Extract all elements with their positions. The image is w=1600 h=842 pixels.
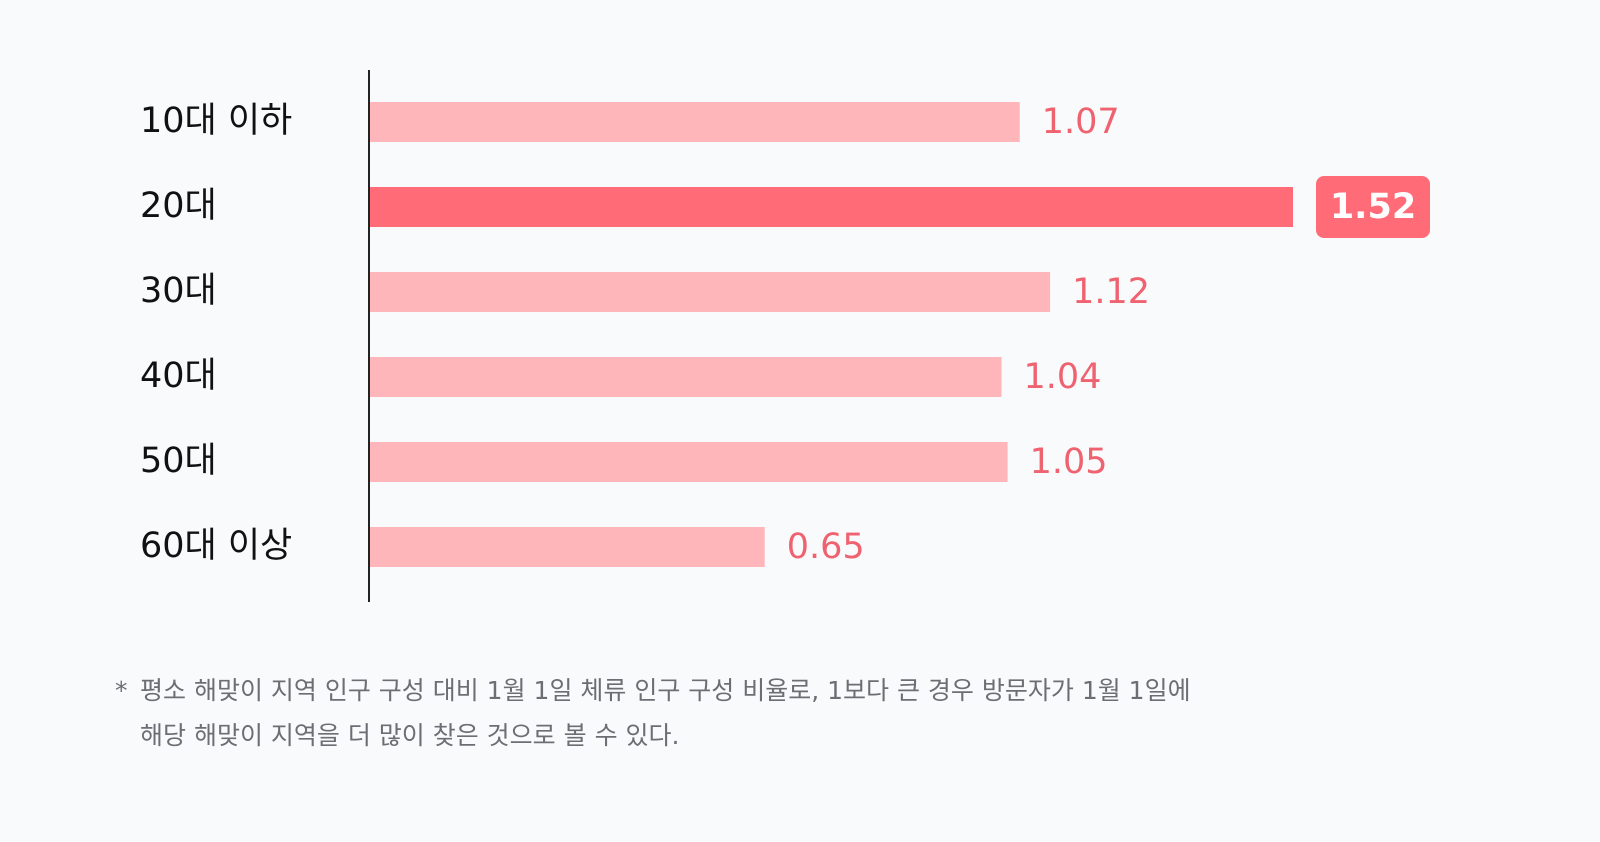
value-label: 1.05	[1030, 442, 1108, 482]
value-label: 1.52	[1330, 187, 1416, 227]
bar	[370, 357, 1002, 397]
category-label: 30대	[140, 271, 217, 311]
value-label: 1.12	[1072, 272, 1150, 312]
bar	[370, 442, 1008, 482]
footnote: 해당 해맞이 지역을 더 많이 찾은 것으로 볼 수 있다.	[140, 721, 679, 750]
footnote: 평소 해맞이 지역 인구 구성 대비 1월 1일 체류 인구 구성 비율로, 1…	[140, 676, 1191, 705]
category-label: 40대	[140, 356, 217, 396]
bar	[370, 527, 765, 567]
category-label: 60대 이상	[140, 526, 292, 566]
bar	[370, 102, 1020, 142]
bar	[370, 187, 1293, 227]
category-label: 50대	[140, 441, 217, 481]
bar	[370, 272, 1051, 312]
category-label: 20대	[140, 186, 217, 226]
value-label: 0.65	[787, 527, 865, 567]
footnote-marker: *	[115, 676, 128, 705]
value-label: 1.07	[1042, 102, 1120, 142]
category-label: 10대 이하	[140, 101, 292, 141]
value-badge	[1316, 176, 1430, 238]
value-label: 1.04	[1024, 357, 1102, 397]
